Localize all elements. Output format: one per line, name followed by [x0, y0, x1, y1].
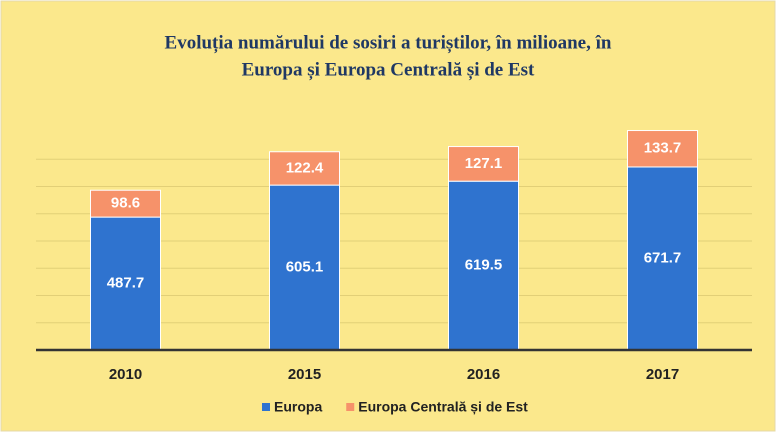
bar-segment: [90, 189, 161, 218]
legend-label: Europa Centrală și de Est: [358, 399, 528, 415]
data-label: 98.6: [111, 195, 140, 212]
legend-swatch: [346, 403, 355, 411]
data-label: 487.7: [107, 275, 145, 292]
bar-segment: [269, 184, 340, 351]
chart-title: Europa și Europa Centrală și de Est: [242, 59, 535, 80]
data-label: 133.7: [644, 140, 682, 157]
data-label: 671.7: [644, 249, 682, 266]
bar-segment: [269, 151, 340, 186]
legend-swatch: [262, 403, 270, 411]
data-label: 605.1: [286, 259, 324, 276]
bar-segment: [627, 166, 698, 351]
data-label: 127.1: [465, 155, 503, 172]
data-label: 122.4: [286, 159, 324, 176]
x-tick-label: 2016: [467, 366, 500, 383]
bar-segment: [448, 146, 519, 182]
x-tick-label: 2015: [288, 366, 321, 383]
data-label: 619.5: [465, 257, 503, 274]
legend-label: Europa: [274, 399, 322, 415]
chart-title: Evoluția numărului de sosiri a turiștilo…: [165, 32, 612, 53]
x-tick-label: 2017: [646, 366, 679, 383]
bar-segment: [627, 130, 698, 168]
bar-segment: [90, 216, 161, 351]
x-tick-label: 2010: [109, 366, 142, 383]
